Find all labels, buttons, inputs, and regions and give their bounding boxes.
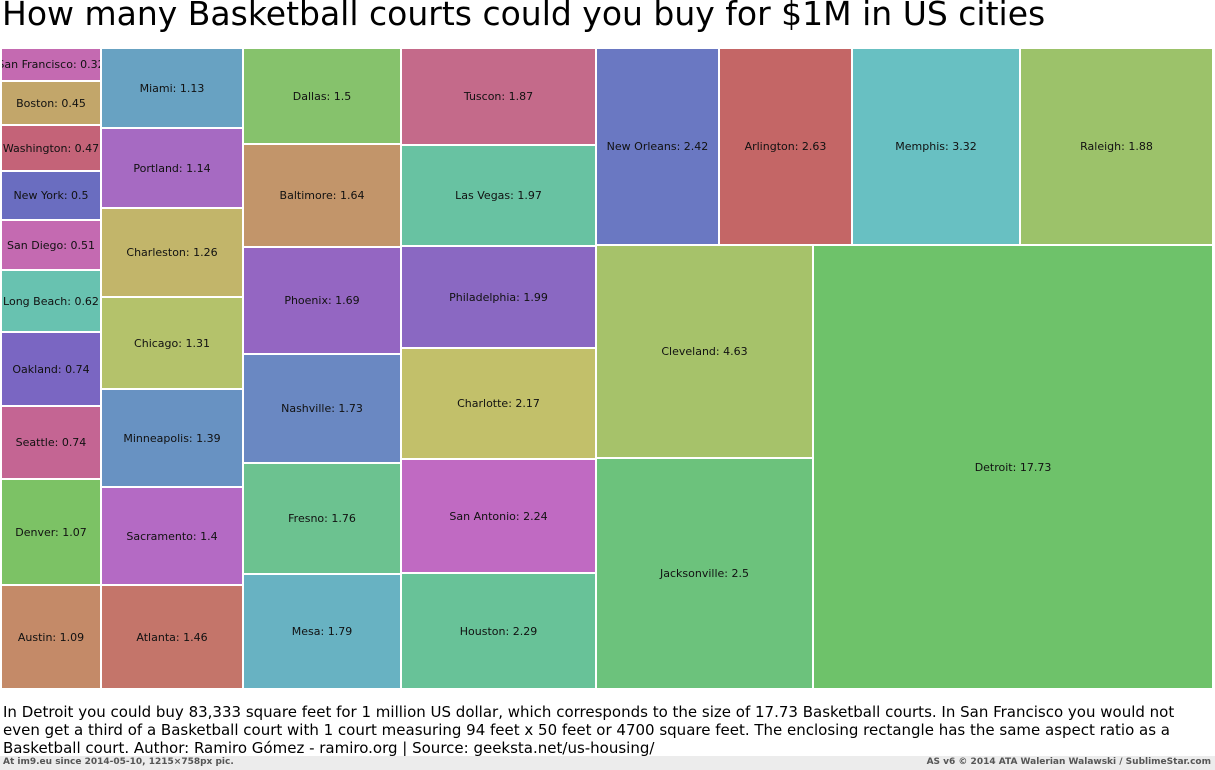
treemap-cell-san-francisco: San Francisco: 0.32 bbox=[1, 48, 101, 81]
treemap-cell-nashville: Nashville: 1.73 bbox=[243, 354, 401, 463]
cell-label: Washington: 0.47 bbox=[2, 141, 100, 155]
treemap-cell-new-orleans: New Orleans: 2.42 bbox=[596, 48, 719, 245]
cell-label: Philadelphia: 1.99 bbox=[449, 290, 548, 304]
cell-label: Nashville: 1.73 bbox=[281, 402, 363, 415]
treemap: San Francisco: 0.32 Boston: 0.45 Washingto… bbox=[1, 48, 1213, 689]
treemap-cell-las-vegas: Las Vegas: 1.97 bbox=[401, 145, 596, 246]
treemap-cell-phoenix: Phoenix: 1.69 bbox=[243, 247, 401, 354]
cell-label: Denver: 1.07 bbox=[15, 525, 87, 539]
cell-label: Boston: 0.45 bbox=[16, 96, 86, 110]
cell-label: Houston: 2.29 bbox=[459, 624, 538, 638]
treemap-cell-detroit: Detroit: 17.73 bbox=[813, 245, 1213, 689]
cell-label: Las Vegas: 1.97 bbox=[455, 189, 542, 202]
treemap-cell-jacksonville: Jacksonville: 2.5 bbox=[596, 458, 813, 689]
cell-label: Memphis: 3.32 bbox=[895, 140, 977, 153]
treemap-cell-memphis: Memphis: 3.32 bbox=[852, 48, 1020, 245]
cell-label: Arlington: 2.63 bbox=[744, 140, 827, 153]
cell-label: Phoenix: 1.69 bbox=[284, 294, 360, 307]
cell-label: Charleston: 1.26 bbox=[126, 246, 218, 259]
treemap-cell-minneapolis: Minneapolis: 1.39 bbox=[101, 389, 243, 487]
treemap-cell-sacramento: Sacramento: 1.4 bbox=[101, 487, 243, 585]
cell-label: Austin: 1.09 bbox=[17, 630, 85, 644]
cell-label: Portland: 1.14 bbox=[133, 161, 211, 175]
cell-label: Fresno: 1.76 bbox=[288, 512, 356, 525]
cell-label: San Francisco: 0.32 bbox=[1, 58, 101, 71]
treemap-cell-raleigh: Raleigh: 1.88 bbox=[1020, 48, 1213, 245]
cell-label: Chicago: 1.31 bbox=[134, 336, 210, 350]
cell-label: Baltimore: 1.64 bbox=[279, 189, 365, 202]
cell-label: Mesa: 1.79 bbox=[291, 625, 353, 638]
treemap-cell-denver: Denver: 1.07 bbox=[1, 479, 101, 585]
footer-right-text: AS v6 © 2014 ATA Walerian Walawski / Sub… bbox=[926, 757, 1211, 767]
treemap-cell-miami: Miami: 1.13 bbox=[101, 48, 243, 128]
treemap-cell-atlanta: Atlanta: 1.46 bbox=[101, 585, 243, 689]
treemap-cell-new-york: New York: 0.5 bbox=[1, 171, 101, 220]
cell-label: Charlotte: 2.17 bbox=[457, 397, 540, 410]
treemap-cell-charleston: Charleston: 1.26 bbox=[101, 208, 243, 297]
treemap-cell-austin: Austin: 1.09 bbox=[1, 585, 101, 689]
cell-label: Raleigh: 1.88 bbox=[1080, 140, 1153, 153]
treemap-cell-portland: Portland: 1.14 bbox=[101, 128, 243, 208]
treemap-cell-dallas: Dallas: 1.5 bbox=[243, 48, 401, 144]
footer-left-text: At im9.eu since 2014-05-10, 1215×758px p… bbox=[3, 757, 234, 767]
treemap-cell-tuscon: Tuscon: 1.87 bbox=[401, 48, 596, 145]
treemap-cell-arlington: Arlington: 2.63 bbox=[719, 48, 852, 245]
treemap-cell-long-beach: Long Beach: 0.62 bbox=[1, 270, 101, 332]
treemap-cell-cleveland: Cleveland: 4.63 bbox=[596, 245, 813, 458]
treemap-cell-chicago: Chicago: 1.31 bbox=[101, 297, 243, 389]
cell-label: Sacramento: 1.4 bbox=[126, 529, 218, 543]
treemap-cell-fresno: Fresno: 1.76 bbox=[243, 463, 401, 574]
treemap-cell-washington: Washington: 0.47 bbox=[1, 125, 101, 171]
treemap-cell-san-antonio: San Antonio: 2.24 bbox=[401, 459, 596, 573]
cell-label: Oakland: 0.74 bbox=[12, 362, 90, 376]
treemap-cell-san-diego: San Diego: 0.51 bbox=[1, 220, 101, 270]
chart-title: How many Basketball courts could you buy… bbox=[2, 0, 1046, 33]
treemap-cell-oakland: Oakland: 0.74 bbox=[1, 332, 101, 406]
cell-label: Jacksonville: 2.5 bbox=[660, 567, 749, 580]
treemap-cell-mesa: Mesa: 1.79 bbox=[243, 574, 401, 689]
cell-label: New Orleans: 2.42 bbox=[606, 140, 709, 153]
cell-label: Cleveland: 4.63 bbox=[661, 345, 748, 358]
cell-label: Atlanta: 1.46 bbox=[136, 630, 208, 644]
cell-label: San Antonio: 2.24 bbox=[449, 509, 548, 523]
treemap-cell-seattle: Seattle: 0.74 bbox=[1, 406, 101, 479]
cell-label: Detroit: 17.73 bbox=[974, 460, 1052, 474]
treemap-cell-boston: Boston: 0.45 bbox=[1, 81, 101, 125]
cell-label: Seattle: 0.74 bbox=[15, 436, 87, 449]
treemap-cell-philadelphia: Philadelphia: 1.99 bbox=[401, 246, 596, 348]
cell-label: Minneapolis: 1.39 bbox=[123, 431, 221, 445]
footer-bar: At im9.eu since 2014-05-10, 1215×758px p… bbox=[0, 756, 1215, 770]
cell-label: New York: 0.5 bbox=[13, 189, 89, 202]
cell-label: Miami: 1.13 bbox=[139, 81, 205, 95]
cell-label: Dallas: 1.5 bbox=[292, 89, 352, 103]
treemap-cell-houston: Houston: 2.29 bbox=[401, 573, 596, 689]
treemap-cell-baltimore: Baltimore: 1.64 bbox=[243, 144, 401, 247]
cell-label: Long Beach: 0.62 bbox=[3, 294, 99, 308]
cell-label: San Diego: 0.51 bbox=[7, 238, 95, 252]
treemap-cell-charlotte: Charlotte: 2.17 bbox=[401, 348, 596, 459]
cell-label: Tuscon: 1.87 bbox=[463, 90, 534, 103]
caption: In Detroit you could buy 83,333 square f… bbox=[3, 703, 1175, 757]
